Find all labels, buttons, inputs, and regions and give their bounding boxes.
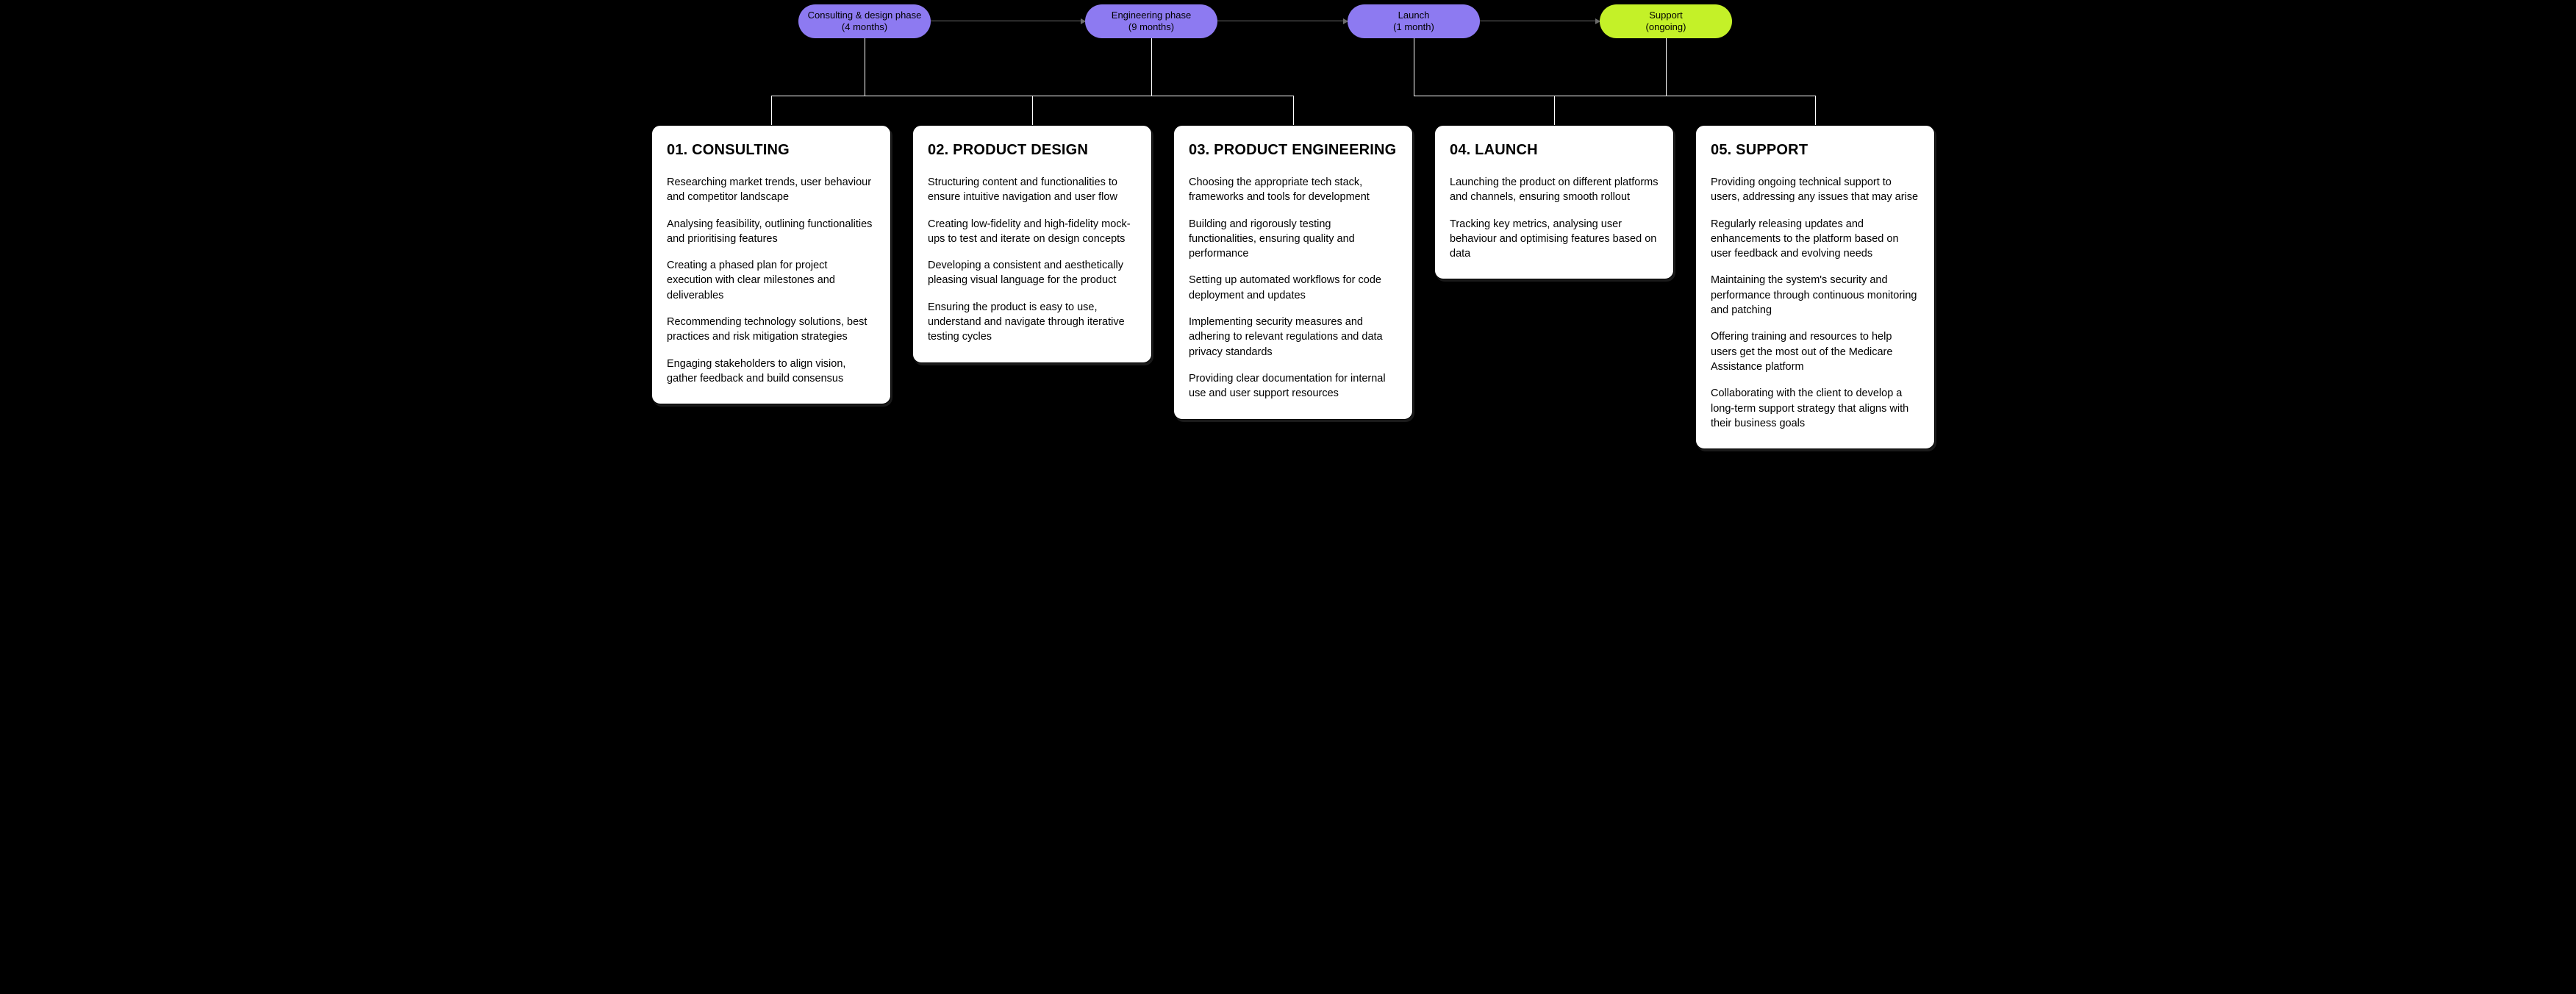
phase-duration: (ongoing) — [1646, 21, 1686, 33]
card-title: 01. CONSULTING — [667, 142, 876, 159]
card-paragraph: Analysing feasibility, outlining functio… — [667, 217, 876, 247]
connector-line — [1815, 96, 1816, 125]
card-paragraph: Developing a consistent and aestheticall… — [928, 258, 1137, 288]
phase-title: Launch — [1398, 10, 1430, 21]
card-paragraph: Creating low-fidelity and high-fidelity … — [928, 217, 1137, 247]
phase-duration: (9 months) — [1128, 21, 1174, 33]
card-title: 05. SUPPORT — [1711, 142, 1920, 159]
card-paragraph: Recommending technology solutions, best … — [667, 315, 876, 345]
card-paragraph: Tracking key metrics, analysing user beh… — [1450, 217, 1659, 262]
card-paragraph: Providing ongoing technical support to u… — [1711, 175, 1920, 205]
phase-title: Engineering phase — [1112, 10, 1191, 21]
card-paragraph: Ensuring the product is easy to use, und… — [928, 300, 1137, 345]
phase-duration: (4 months) — [842, 21, 887, 33]
card-paragraph: Choosing the appropriate tech stack, fra… — [1189, 175, 1398, 205]
phase-title: Consulting & design phase — [808, 10, 922, 21]
phase-title: Support — [1649, 10, 1683, 21]
card-product-design: 02. PRODUCT DESIGN Structuring content an… — [912, 125, 1152, 363]
card-product-engineering: 03. PRODUCT ENGINEERING Choosing the appr… — [1173, 125, 1413, 420]
card-title: 03. PRODUCT ENGINEERING — [1189, 142, 1398, 159]
card-paragraph: Regularly releasing updates and enhancem… — [1711, 217, 1920, 262]
card-paragraph: Launching the product on different platf… — [1450, 175, 1659, 205]
phase-pill-engineering: Engineering phase(9 months) — [1085, 4, 1217, 38]
connector-line — [1032, 96, 1033, 125]
card-paragraph: Creating a phased plan for project execu… — [667, 258, 876, 303]
card-paragraph: Engaging stakeholders to align vision, g… — [667, 357, 876, 387]
card-paragraph: Collaborating with the client to develop… — [1711, 386, 1920, 431]
connector-line — [1293, 96, 1294, 125]
card-title: 04. LAUNCH — [1450, 142, 1659, 159]
card-support: 05. SUPPORT Providing ongoing technical s… — [1695, 125, 1935, 449]
phase-pill-consulting-design: Consulting & design phase(4 months) — [798, 4, 931, 38]
connector-line — [771, 96, 772, 125]
card-paragraph: Maintaining the system's security and pe… — [1711, 273, 1920, 318]
card-consulting: 01. CONSULTING Researching market trends,… — [651, 125, 891, 404]
connector-line — [1151, 38, 1152, 96]
phase-pill-launch: Launch(1 month) — [1348, 4, 1480, 38]
connector-line — [1666, 38, 1667, 96]
phase-pill-support: Support(ongoing) — [1600, 4, 1732, 38]
card-paragraph: Researching market trends, user behaviou… — [667, 175, 876, 205]
phase-duration: (1 month) — [1393, 21, 1434, 33]
connector-line — [1554, 96, 1555, 125]
card-paragraph: Providing clear documentation for intern… — [1189, 371, 1398, 401]
card-paragraph: Building and rigorously testing function… — [1189, 217, 1398, 262]
card-launch: 04. LAUNCH Launching the product on diffe… — [1434, 125, 1674, 279]
card-paragraph: Implementing security measures and adher… — [1189, 315, 1398, 360]
card-paragraph: Setting up automated workflows for code … — [1189, 273, 1398, 303]
process-diagram: Consulting & design phase(4 months) Engin… — [644, 0, 1932, 464]
card-paragraph: Offering training and resources to help … — [1711, 329, 1920, 374]
card-paragraph: Structuring content and functionalities … — [928, 175, 1137, 205]
card-title: 02. PRODUCT DESIGN — [928, 142, 1137, 159]
